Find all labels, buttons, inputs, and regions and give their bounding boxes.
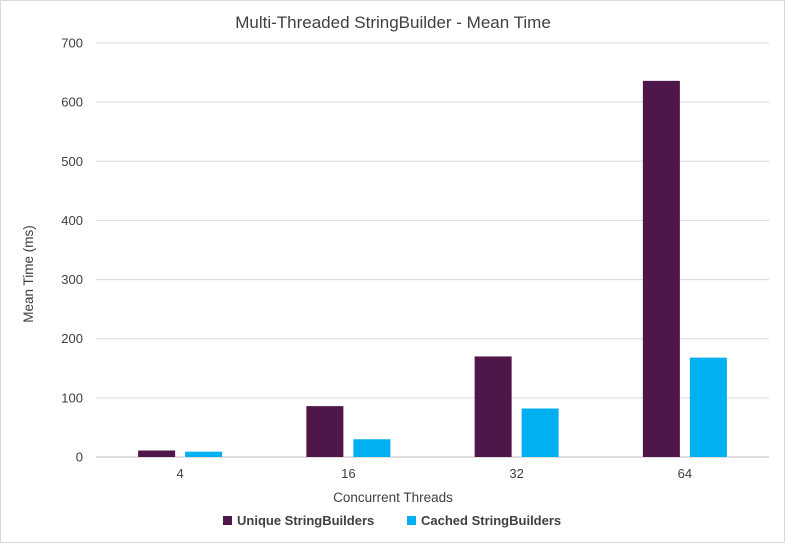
gridlines bbox=[96, 42, 769, 458]
legend-label: Cached StringBuilders bbox=[421, 513, 561, 528]
chart-title: Multi-Threaded StringBuilder - Mean Time bbox=[235, 13, 551, 32]
bar-cached-64 bbox=[689, 357, 727, 457]
bar-unique-32 bbox=[474, 356, 512, 457]
bar-unique-4 bbox=[138, 450, 176, 457]
bar-cached-16 bbox=[353, 439, 391, 457]
legend-label: Unique StringBuilders bbox=[237, 513, 374, 528]
bar-cached-4 bbox=[185, 451, 223, 457]
y-tick-label: 700 bbox=[61, 36, 83, 51]
y-tick-label: 0 bbox=[76, 450, 83, 465]
y-tick-label: 400 bbox=[61, 213, 83, 228]
bar-cached-32 bbox=[521, 408, 559, 457]
y-tick-label: 100 bbox=[61, 390, 83, 405]
legend-swatch bbox=[223, 516, 232, 525]
x-axis-ticks: 4 16 32 64 bbox=[177, 466, 693, 481]
bars bbox=[138, 80, 727, 457]
y-tick-label: 600 bbox=[61, 95, 83, 110]
bar-unique-64 bbox=[642, 80, 680, 457]
x-tick-label: 16 bbox=[341, 466, 355, 481]
legend: Unique StringBuilders Cached StringBuilde… bbox=[223, 513, 561, 528]
x-tick-label: 4 bbox=[177, 466, 184, 481]
y-tick-label: 300 bbox=[61, 272, 83, 287]
x-axis-label: Concurrent Threads bbox=[333, 490, 453, 505]
legend-swatch bbox=[407, 516, 416, 525]
x-tick-label: 32 bbox=[509, 466, 523, 481]
bar-unique-16 bbox=[306, 406, 344, 457]
y-axis-ticks: 0 100 200 300 400 500 600 700 bbox=[61, 36, 83, 465]
x-tick-label: 64 bbox=[678, 466, 692, 481]
y-tick-label: 200 bbox=[61, 331, 83, 346]
y-tick-label: 500 bbox=[61, 154, 83, 169]
y-axis-label: Mean Time (ms) bbox=[21, 225, 36, 323]
